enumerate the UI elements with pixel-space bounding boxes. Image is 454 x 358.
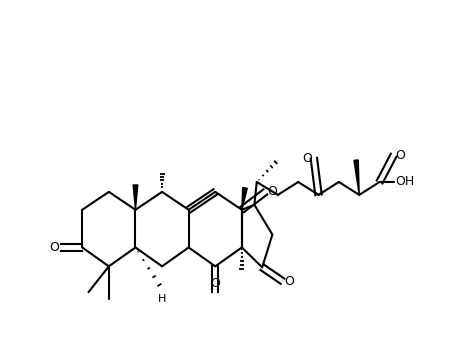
Text: O: O bbox=[49, 241, 59, 254]
Text: O: O bbox=[210, 277, 220, 290]
Text: O: O bbox=[284, 275, 294, 288]
Polygon shape bbox=[133, 185, 138, 210]
Text: O: O bbox=[267, 185, 277, 198]
Text: H: H bbox=[158, 295, 166, 304]
Polygon shape bbox=[354, 160, 359, 195]
Polygon shape bbox=[242, 188, 247, 210]
Text: OH: OH bbox=[395, 175, 415, 188]
Text: O: O bbox=[302, 152, 312, 165]
Text: O: O bbox=[395, 149, 405, 162]
